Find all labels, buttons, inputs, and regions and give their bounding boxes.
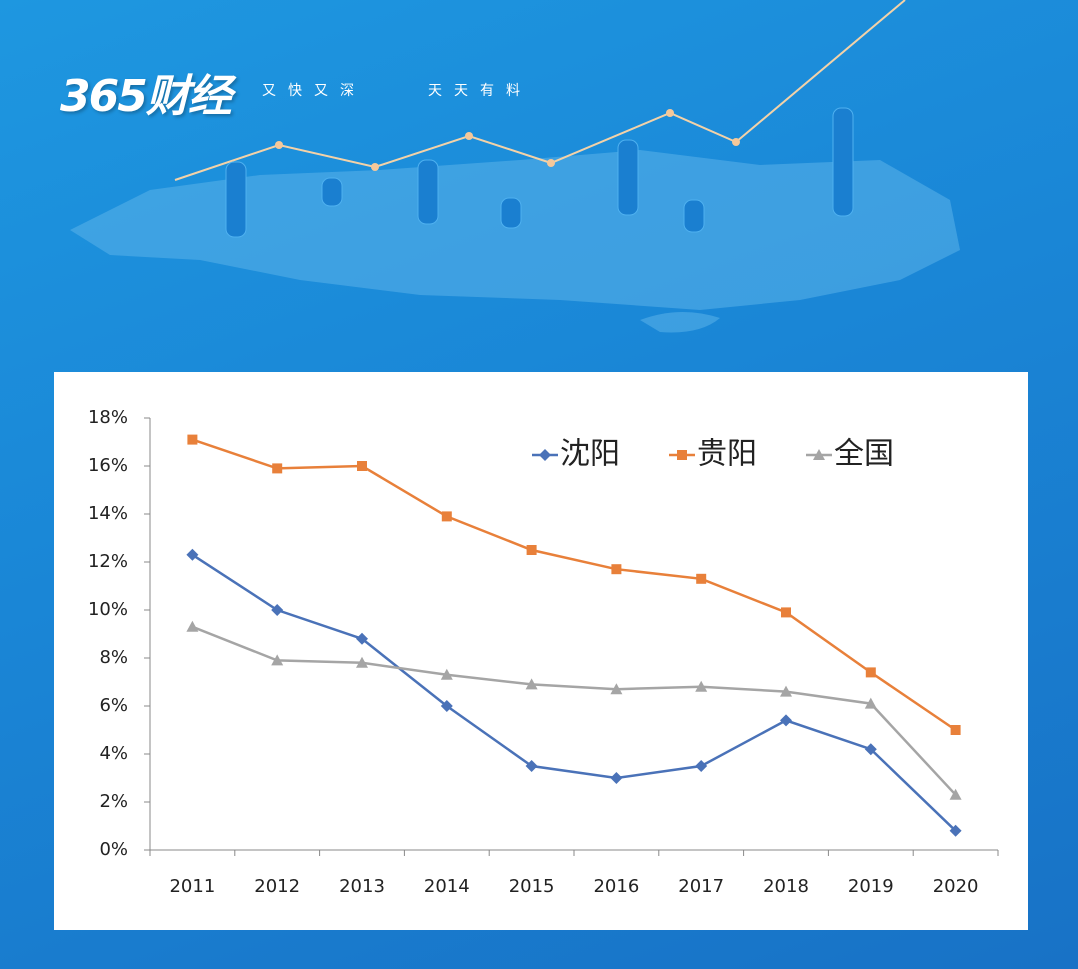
point	[864, 697, 877, 709]
y-tick-label: 2%	[99, 791, 128, 812]
point	[611, 564, 622, 575]
point	[186, 620, 199, 632]
point	[864, 743, 877, 756]
y-tick-label: 0%	[99, 839, 128, 860]
point	[271, 654, 284, 666]
y-tick-label: 12%	[88, 551, 128, 572]
point	[950, 725, 961, 735]
legend-marker	[539, 449, 551, 461]
point	[696, 573, 707, 584]
point	[440, 700, 453, 712]
logo: 365财经	[60, 71, 232, 122]
point	[781, 607, 791, 618]
y-tick-label: 4%	[99, 743, 128, 764]
point	[187, 434, 198, 445]
point	[441, 511, 452, 522]
y-tick-label: 6%	[99, 695, 128, 716]
series-line	[191, 625, 957, 796]
legend-label: 全国	[834, 437, 894, 472]
slogan: 天天有料	[428, 83, 532, 99]
point	[949, 824, 962, 837]
y-tick-label: 14%	[88, 503, 128, 524]
series-line	[191, 438, 957, 732]
y-tick-label: 8%	[99, 647, 128, 668]
point	[526, 545, 537, 555]
point	[525, 760, 538, 772]
point	[356, 632, 368, 645]
slogan: 又快又深	[262, 83, 366, 99]
point	[695, 760, 708, 772]
x-tick-label: 2020	[933, 876, 979, 897]
point	[695, 680, 708, 692]
x-tick-label: 2019	[848, 876, 894, 897]
x-tick-label: 2015	[509, 876, 555, 897]
point	[610, 772, 623, 784]
legend-label: 沈阳	[560, 437, 620, 472]
y-tick-label: 10%	[88, 599, 128, 620]
point	[780, 714, 792, 727]
series-line	[191, 553, 957, 832]
chart: 0% 2% 4% 6% 8% 10% 12% 14% 16% 18% 2011 2012 2013 201…	[88, 407, 999, 897]
legend-marker	[677, 450, 687, 460]
point	[271, 604, 284, 616]
x-tick-label: 2011	[169, 876, 215, 897]
point	[357, 461, 367, 471]
x-tick-label: 2012	[254, 876, 300, 897]
x-tick-label: 2017	[678, 876, 724, 897]
legend-marker	[813, 449, 825, 460]
chart-panel: 0% 2% 4% 6% 8% 10% 12% 14% 16% 18% 2011 2012 2013 201…	[54, 372, 1028, 930]
point	[949, 788, 962, 800]
point	[186, 548, 199, 561]
decoration	[70, 0, 960, 333]
point	[525, 678, 538, 690]
point	[272, 463, 283, 474]
point	[356, 656, 368, 668]
y-tick-label: 16%	[88, 455, 128, 476]
x-tick-label: 2014	[424, 876, 470, 897]
point	[865, 667, 876, 678]
y-tick-label: 18%	[88, 407, 128, 428]
point	[780, 685, 792, 697]
x-tick-label: 2013	[339, 876, 385, 897]
point	[440, 668, 453, 680]
x-tick-label: 2016	[593, 876, 639, 897]
legend-label: 贵阳	[697, 437, 757, 472]
x-tick-label: 2018	[763, 876, 809, 897]
point	[610, 683, 623, 695]
